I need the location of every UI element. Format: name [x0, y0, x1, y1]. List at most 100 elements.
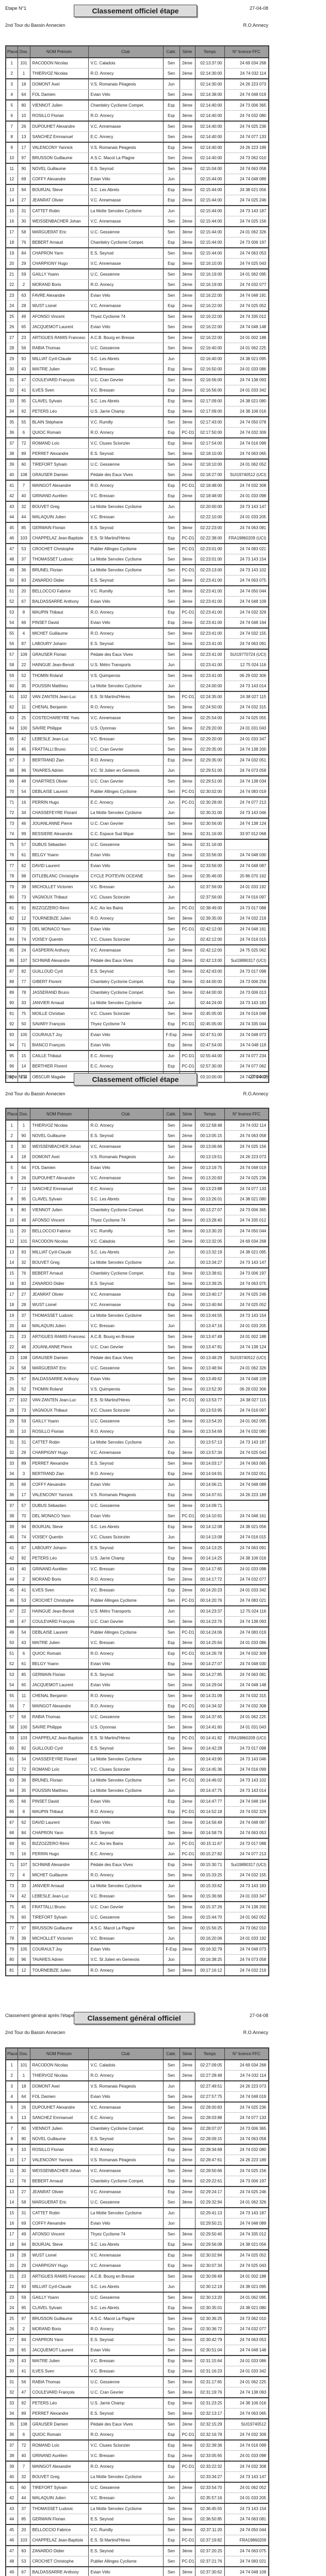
licence: 24 73 006 258 — [224, 976, 269, 988]
licence: 24 01 033 342 — [224, 385, 269, 396]
result-row: 61 102 VAN ZANTEN Jean-Luc E.S. St Martind'… — [5, 691, 269, 702]
dossard: 100 — [17, 723, 30, 734]
rider-name: COULEVARD François — [29, 375, 89, 385]
category: Sen — [162, 744, 180, 755]
rider-name: CROCHET Christophe — [29, 544, 89, 554]
licence: 24 74 032 315 — [224, 702, 269, 713]
serie: 3ème — [179, 638, 195, 650]
licence: 24 73 143 154 — [224, 2503, 269, 2514]
time: 02:29:35:00 — [194, 744, 225, 755]
licence: 24 74 025 052 — [224, 1299, 269, 1311]
dossard: 87 — [17, 1543, 30, 1553]
rider-name: MOILLE Christian — [29, 1008, 89, 1019]
club: U.C. Cran Gevrier — [88, 744, 164, 755]
place: 24 — [5, 1363, 18, 1374]
rider-name: VOISEY Quentin — [29, 1532, 89, 1543]
licence: 24 74 032 309 — [224, 427, 269, 438]
place: 3 — [5, 1141, 18, 1152]
dossard: 31 — [17, 206, 30, 216]
column-header-row: Place Dos. NOM Prénom Club Caté. Série Temps N°… — [5, 45, 269, 58]
licence: 24 01 033 347 — [224, 734, 269, 744]
rider-name: JEANRAT Olivier — [29, 195, 89, 206]
serie: 2ème — [179, 1574, 195, 1585]
category: Sen — [162, 311, 180, 322]
club: Evian Vélo — [88, 1029, 164, 1040]
category: Sen — [162, 691, 180, 702]
club: V.C. Cluses Scionzier — [88, 1532, 164, 1543]
result-row: 47 83 ZANARDO Didier E.S. Seynod Sen 3ème 02:3… — [5, 2546, 269, 2556]
place: 24 — [5, 2302, 18, 2314]
dossard: 26 — [17, 2102, 30, 2113]
licence: 24 01 002 188 — [224, 2271, 269, 2282]
place: 3 — [5, 2081, 18, 2092]
serie: 2ème — [179, 1680, 195, 1691]
club: E.C. Annecy — [88, 797, 164, 808]
serie — [179, 882, 195, 892]
time: 00:14:29:04 — [194, 1680, 225, 1691]
serie: 3ème — [179, 744, 195, 755]
place: 79 — [5, 1944, 18, 1955]
licence: 24 74 050 044 — [224, 2524, 269, 2535]
licence: 24 74 073 058 — [224, 765, 269, 776]
rider-name: VIENNOT Julien — [29, 100, 89, 111]
dossard: 80 — [17, 1205, 30, 1215]
club: V.S. Quimperois — [88, 670, 164, 681]
category: Esp — [162, 1061, 180, 1072]
category: Sen — [162, 58, 180, 69]
place: 23 — [5, 2292, 18, 2303]
result-row: 37 72 ROMAND Loïc V.C. Cluses Scionzier Esp 3… — [5, 438, 269, 449]
rider-name: RACODON Nicolas — [29, 2060, 89, 2071]
place: 12 — [5, 2176, 18, 2187]
licence: 24 74 048 161 — [224, 1511, 269, 1522]
dossard: 60 — [17, 459, 30, 470]
time: 02:23:01:00 — [194, 554, 225, 565]
dossard: 93 — [17, 2281, 30, 2293]
category: Sen — [162, 2324, 180, 2335]
rider-name: COFFY Alexandre — [29, 174, 89, 185]
serie: 3ème — [179, 2440, 195, 2451]
category: Sen — [162, 871, 180, 882]
serie: 3ème — [179, 248, 195, 259]
category: Esp — [162, 2144, 180, 2155]
club: A.S.C. Macot La Plagne — [88, 152, 164, 164]
club: V.C. Rumilly — [88, 2524, 164, 2535]
serie: 3ème — [179, 1902, 195, 1912]
category: Sen — [162, 723, 180, 734]
club: E.S. Seynod — [88, 2133, 164, 2145]
category: Esp — [162, 396, 180, 406]
place: 56 — [5, 1701, 18, 1712]
stage-label: Etape N°1 — [5, 6, 27, 11]
serie: 3ème — [179, 2377, 195, 2387]
dossard: 10 — [17, 2144, 30, 2155]
rider-name: CROCHET Christophe — [29, 1595, 89, 1606]
category: Esp — [162, 2366, 180, 2377]
place: 53 — [5, 607, 18, 618]
time: 00:13:20:83 — [194, 1173, 225, 1184]
rider-name: CROCHET Christophe — [29, 2556, 89, 2567]
category: Sen — [162, 131, 180, 143]
time: 02:29:50:40 — [194, 2229, 225, 2240]
rider-name: DUPOUHET Alexandre — [29, 2102, 89, 2113]
rider-name: PINSET David — [29, 617, 89, 629]
result-row: 61 34 CHASSEFEYRE Florant La Motte Servolex… — [5, 1754, 269, 1765]
place: 8 — [5, 2133, 18, 2145]
category: Sen — [162, 1827, 180, 1839]
result-row: 21 59 GAILLY Yoann U.C. Gessienne Sen 3ème 02:… — [5, 269, 269, 280]
rider-name: VAN ZANTEN Jean-Luc — [29, 1395, 89, 1405]
rider-name: GERMAIN Florian — [29, 2514, 89, 2525]
rider-name: JANVIER Arnaud — [29, 997, 89, 1009]
rider-name: COSTECHAREYRE Yves — [29, 713, 89, 723]
column-header: NOM Prénom — [29, 45, 89, 58]
result-row: 71 107 SCHWAB Alexandre Pédale des Eaux Viv… — [5, 1859, 269, 1870]
place: 46 — [5, 533, 18, 544]
category: Sen — [162, 2377, 180, 2387]
serie: PC-D1 — [179, 2429, 195, 2441]
result-row: 8 13 SANCHEZ Emmanuel E.C. Annecy Sen 2ème 02:… — [5, 131, 269, 143]
dossard: 98 — [17, 871, 30, 882]
rider-name: CHARTRES Olivier — [29, 776, 89, 787]
club: V.C. Caladois — [88, 58, 164, 69]
time: 02:23:41:00 — [194, 659, 225, 671]
place: 11 — [5, 2165, 18, 2176]
rider-name: ILVES Sven — [29, 1585, 89, 1596]
place: 47 — [5, 1606, 18, 1617]
